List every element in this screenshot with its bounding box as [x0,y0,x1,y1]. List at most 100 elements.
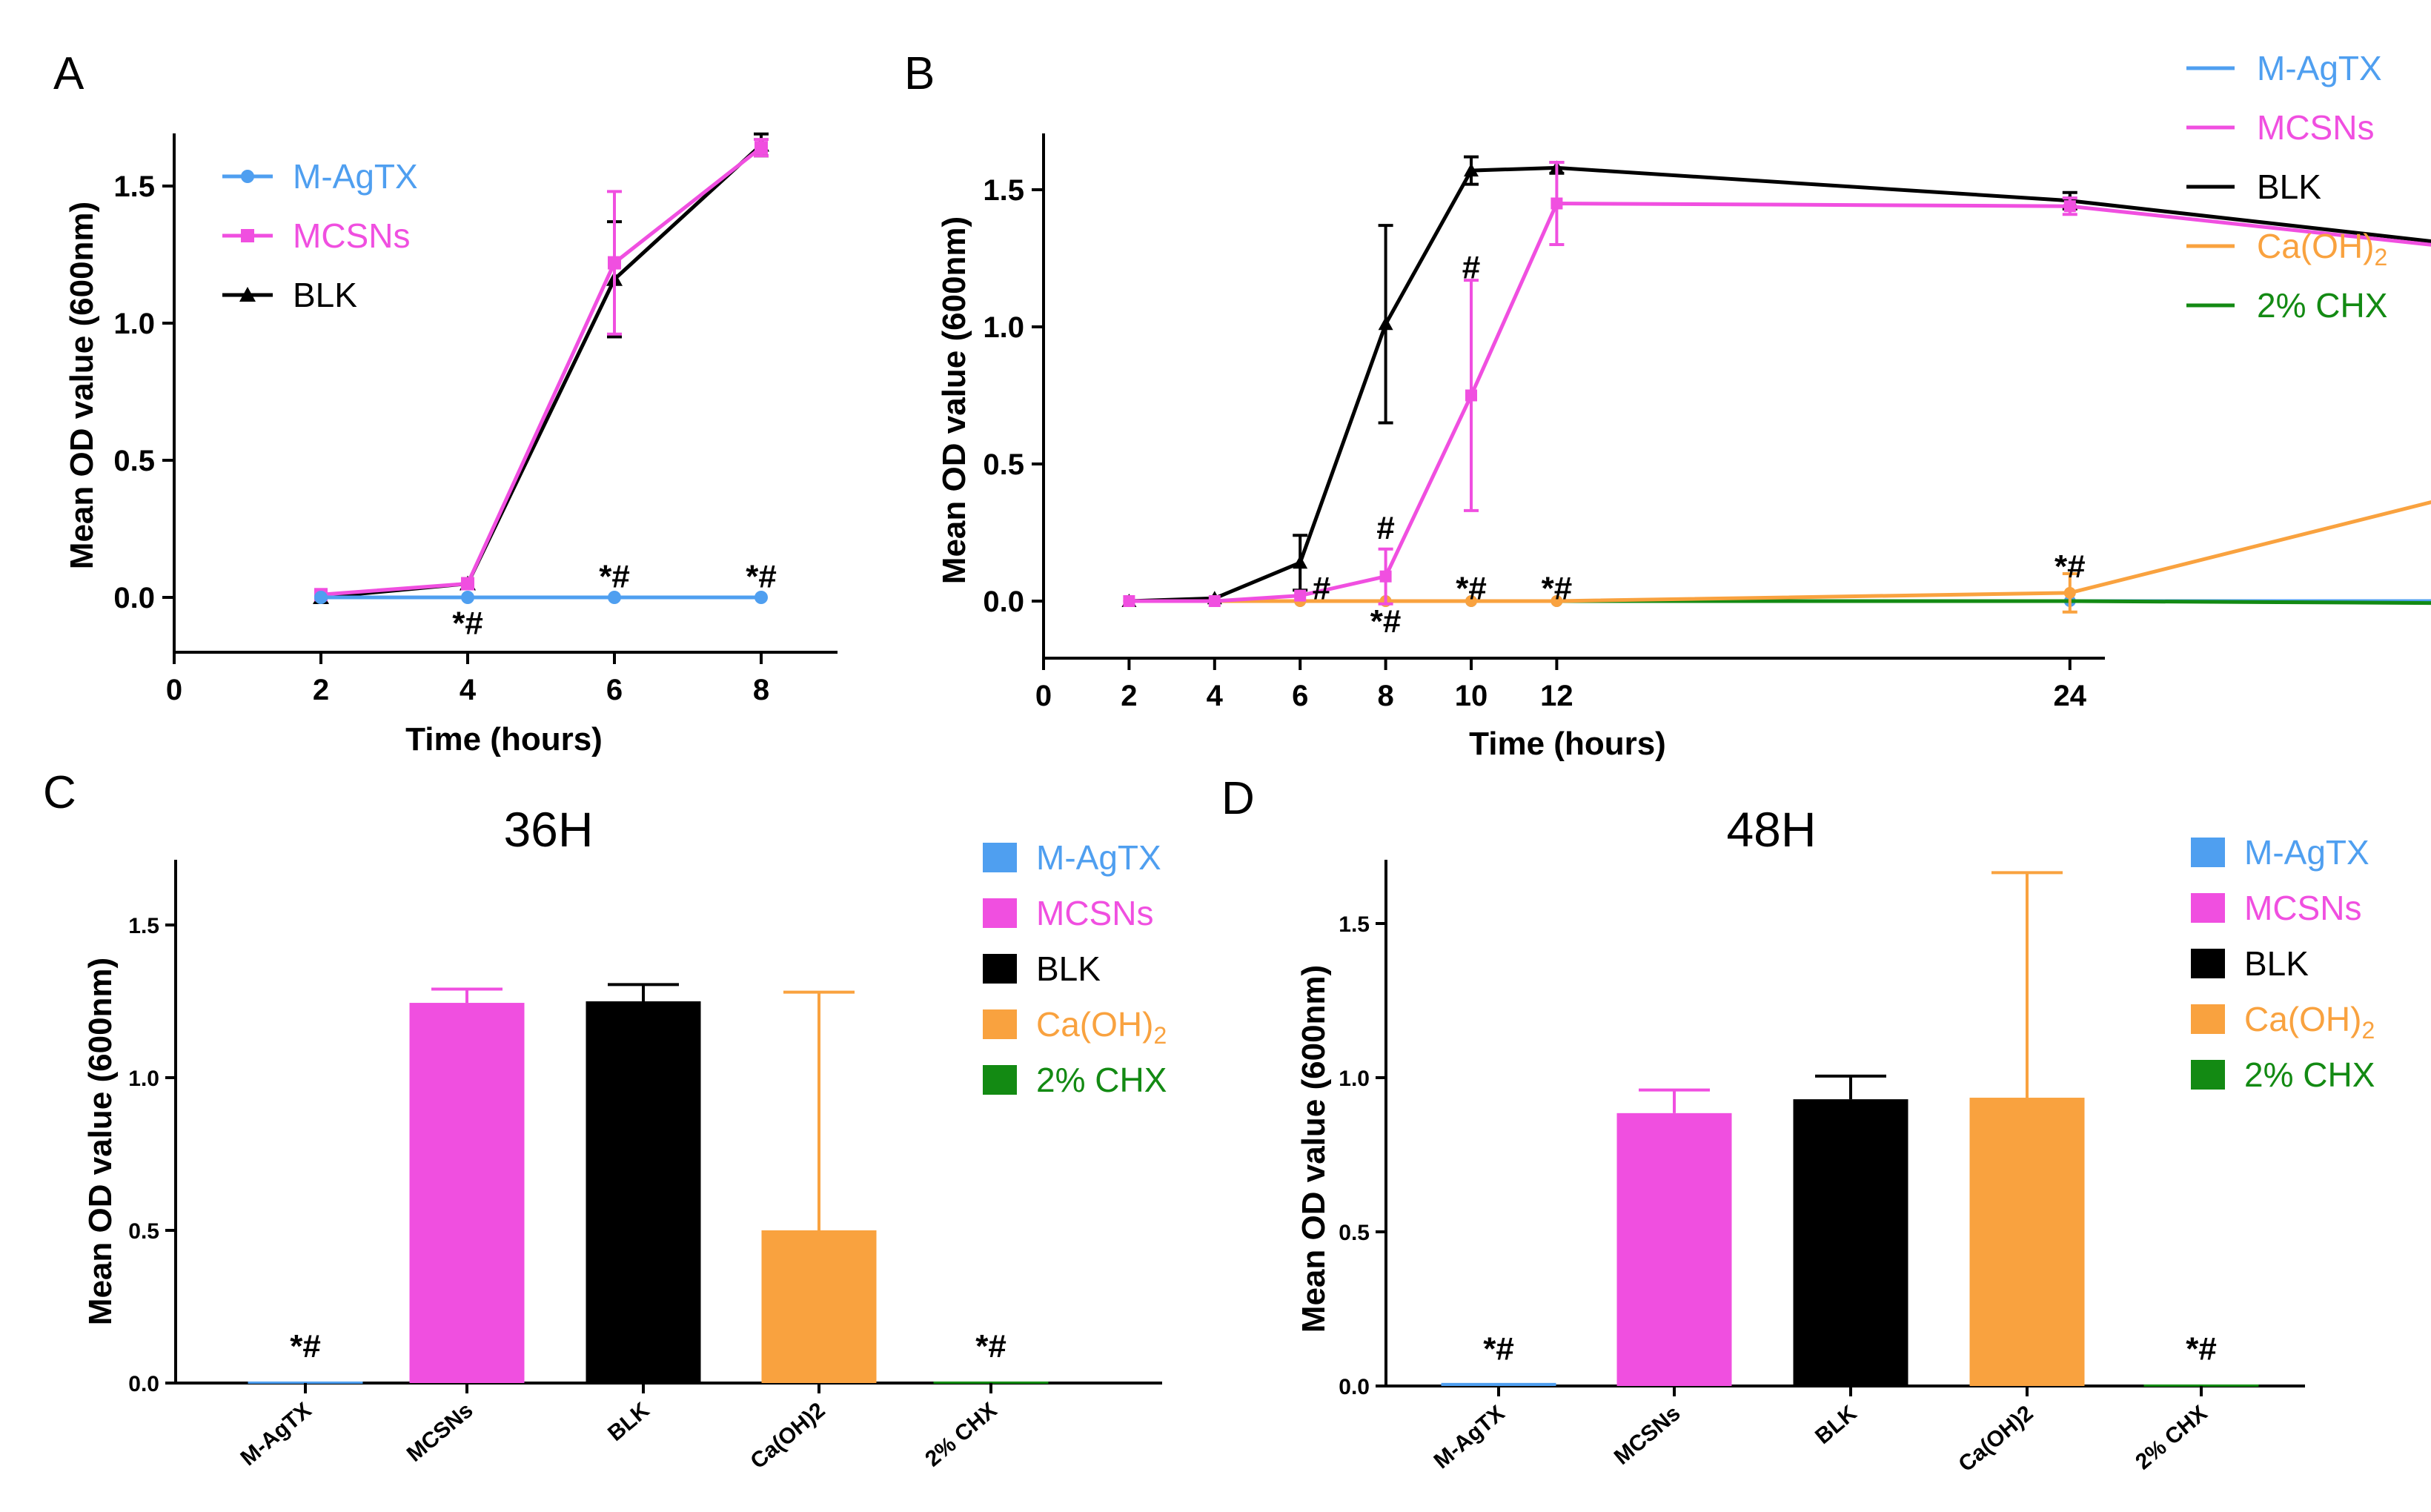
legend-label-ca-oh-2: Ca(OH)2 [2257,227,2387,271]
data-point-mcsns [461,577,474,591]
data-point-mcsns [2063,200,2076,213]
bar-m-agtx [248,1381,363,1384]
y-tick-label: 1.0 [113,308,155,340]
legend-swatch-blk [2191,949,2225,978]
bar-ca-oh-2 [1969,1098,2085,1386]
bar-ca-oh-2 [761,1230,877,1383]
x-tick-label: 4 [460,674,477,706]
panel-d-ylabel: Mean OD value (600nm) [1296,965,1332,1333]
legend-swatch-2-chx [2191,1060,2225,1090]
data-point-m-agtx [314,591,328,604]
legend-label-mcsns: MCSNs [1036,894,1153,932]
bar-2-chx [933,1381,1049,1384]
significance-mark: *# [1456,571,1487,607]
legend-marker-mcsns [241,229,254,242]
panel-c-chart: 0.0 0.5 1.0 1.5 M-AgTX MCSNs BLK Ca(OH)2 2% CHX *… [128,838,1167,1474]
x-tick-label: 6 [606,674,623,706]
legend-swatch-m-agtx [2191,838,2225,867]
legend-marker-m-agtx [241,170,254,183]
y-tick-label: 1.0 [1339,1067,1370,1091]
panel-d-title: 48H [1726,802,1816,857]
legend-label-mcsns: MCSNs [2257,108,2374,147]
y-tick-label: 1.5 [128,914,159,938]
data-point-m-agtx [608,591,621,604]
legend-label-2-chx: 2% CHX [2244,1055,2375,1094]
y-tick-label: 1.5 [1339,912,1370,937]
data-point-mcsns [608,256,621,270]
x-tick-label: 8 [1377,680,1393,712]
x-category-label: Ca(OH)2 [1954,1401,2037,1476]
series-line-ca-oh-2 [1129,500,2431,603]
legend-swatch-m-agtx [983,843,1017,872]
significance-mark: *# [1542,571,1573,607]
significance-mark: *# [599,558,630,594]
bar-mcsns [409,1003,525,1383]
data-point-mcsns [1294,589,1307,602]
significance-mark: # [1313,571,1330,607]
x-tick-label: 10 [1455,680,1488,712]
legend-label-m-agtx: M-AgTX [293,157,418,196]
legend-label-m-agtx: M-AgTX [2244,833,2369,872]
significance-mark: *# [2054,548,2086,585]
bar-2-chx [2143,1384,2259,1387]
significance-mark: *# [290,1328,321,1365]
panel-c-title: 36H [503,802,593,857]
data-point-mcsns [1123,595,1135,607]
panel-b-chart: 0.00.51.01.5024681012243648#*###*#*#*#*#… [983,49,2431,712]
data-point-blk [1464,163,1479,177]
legend-label-2-chx: 2% CHX [2257,286,2387,325]
y-tick-label: 1.0 [983,311,1024,344]
significance-mark: *# [975,1328,1006,1365]
series-line-blk [320,143,763,600]
legend-swatch-ca-oh-2 [2191,1004,2225,1034]
bar-blk [1793,1099,1908,1386]
panel-a-xlabel: Time (hours) [405,721,603,757]
significance-mark: *# [2186,1331,2217,1367]
legend-label-2-chx: 2% CHX [1036,1061,1167,1099]
legend-label-blk: BLK [293,276,357,314]
significance-mark: *# [746,558,777,594]
y-tick-label: 1.0 [128,1067,159,1091]
series-line-blk [1129,165,2431,603]
x-category-label: 2% CHX [921,1398,1001,1471]
y-tick-label: 0.5 [113,445,155,477]
y-tick-label: 1.5 [113,170,155,203]
y-tick-label: 0.0 [113,582,155,614]
data-point-mcsns [1379,570,1392,583]
legend-swatch-ca-oh-2 [983,1009,1017,1039]
y-tick-label: 0.0 [1339,1375,1370,1399]
x-tick-label: 6 [1292,680,1308,712]
legend-swatch-mcsns [2191,893,2225,923]
x-category-label: Ca(OH)2 [746,1398,829,1473]
significance-mark: *# [1483,1331,1514,1367]
y-tick-label: 0.5 [1339,1221,1370,1245]
x-category-label: 2% CHX [2131,1401,2212,1474]
panel-label-b: B [904,48,935,99]
series-line-mcsns [320,146,763,597]
data-point-mcsns [1465,389,1477,402]
x-category-label: M-AgTX [1429,1401,1509,1473]
panel-a-ylabel: Mean OD value (600nm) [64,202,100,569]
y-tick-label: 0.0 [128,1372,159,1396]
significance-mark: *# [452,605,483,641]
panel-label-c: C [43,767,76,818]
legend-label-blk: BLK [1036,949,1101,988]
legend-label-blk: BLK [2257,168,2321,206]
panel-a-chart: 0.0 0.5 1.0 1.5 0 2 4 6 8 *# *# *# M-AgTX MCSNs BLK [113,132,838,706]
y-tick-label: 0.5 [983,448,1024,481]
panel-d-chart: 0.0 0.5 1.0 1.5 M-AgTX MCSNs BLK Ca(OH)2 2% CHX *… [1339,833,2375,1477]
legend-label-ca-oh-2: Ca(OH)2 [2244,1000,2375,1044]
x-tick-label: 0 [166,674,182,706]
legend-swatch-blk [983,954,1017,984]
data-point-ca-oh-2 [2063,586,2076,599]
legend-marker-blk [239,287,256,302]
data-point-mcsns [754,141,768,155]
x-tick-label: 2 [313,674,329,706]
data-point-m-agtx [461,591,474,604]
x-tick-label: 8 [753,674,769,706]
x-category-label: M-AgTX [236,1398,316,1470]
legend-label-m-agtx: M-AgTX [2257,49,2382,87]
x-category-label: MCSNs [402,1398,478,1467]
significance-mark: # [1376,510,1394,546]
